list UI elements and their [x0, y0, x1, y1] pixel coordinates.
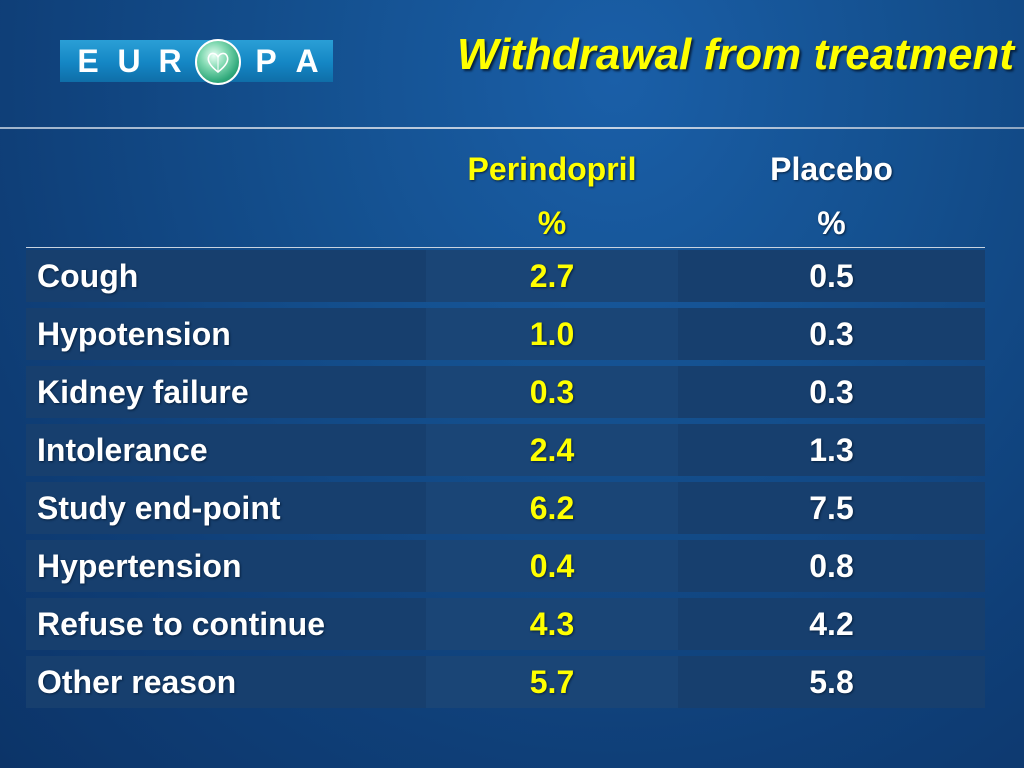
header-empty-cell — [26, 142, 426, 247]
row-label: Study end-point — [37, 490, 281, 526]
europa-logo: E U R P A — [60, 39, 333, 85]
placebo-value: 5.8 — [809, 664, 854, 700]
row-label: Kidney failure — [37, 374, 249, 410]
table-row: Refuse to continue 4.3 4.2 — [26, 598, 985, 650]
perindopril-value: 0.4 — [426, 540, 678, 592]
table-body: Cough 2.7 0.5 Hypotension 1.0 0.3 Kidney… — [26, 250, 985, 708]
header-perindopril-unit: % — [537, 205, 567, 241]
row-label: Refuse to continue — [37, 606, 326, 642]
perindopril-value: 0.3 — [426, 366, 678, 418]
logo-letter: U — [117, 43, 141, 79]
table-header-row: Perindopril % Placebo % — [26, 142, 985, 248]
header-placebo-unit: % — [817, 205, 846, 241]
table-row: Study end-point 6.2 7.5 — [26, 482, 985, 534]
placebo-value: 0.3 — [809, 374, 854, 410]
placebo-value: 0.8 — [809, 548, 854, 584]
placebo-value: 7.5 — [809, 490, 854, 526]
placebo-value: 0.3 — [809, 316, 854, 352]
header-perindopril-name: Perindopril — [467, 151, 637, 187]
table-row: Kidney failure 0.3 0.3 — [26, 366, 985, 418]
perindopril-value: 5.7 — [426, 656, 678, 708]
row-label: Cough — [37, 258, 139, 294]
logo-letter: R — [158, 43, 182, 79]
logo-letter: E — [77, 43, 99, 79]
placebo-value: 4.2 — [809, 606, 854, 642]
table-row: Hypertension 0.4 0.8 — [26, 540, 985, 592]
perindopril-value: 6.2 — [426, 482, 678, 534]
header-placebo-name: Placebo — [770, 151, 893, 187]
header-perindopril: Perindopril % — [426, 142, 678, 247]
placebo-value: 0.5 — [809, 258, 854, 294]
table-row: Intolerance 2.4 1.3 — [26, 424, 985, 476]
perindopril-value: 2.4 — [426, 424, 678, 476]
placebo-value: 1.3 — [809, 432, 854, 468]
heart-globe-icon — [195, 39, 241, 85]
logo-letter: A — [295, 43, 319, 79]
perindopril-value: 1.0 — [426, 308, 678, 360]
perindopril-value: 4.3 — [426, 598, 678, 650]
row-label: Other reason — [37, 664, 237, 700]
row-label: Intolerance — [37, 432, 208, 468]
title-divider — [0, 127, 1024, 129]
perindopril-value: 2.7 — [426, 250, 678, 302]
table-row: Cough 2.7 0.5 — [26, 250, 985, 302]
header-placebo: Placebo % — [678, 142, 985, 247]
table-row: Hypotension 1.0 0.3 — [26, 308, 985, 360]
withdrawal-table: Perindopril % Placebo % Cough 2.7 0.5 Hy… — [26, 142, 985, 708]
row-label: Hypertension — [37, 548, 242, 584]
row-label: Hypotension — [37, 316, 231, 352]
page-title: Withdrawal from treatment — [456, 30, 1014, 79]
table-row: Other reason 5.7 5.8 — [26, 656, 985, 708]
logo-letter: P — [255, 43, 277, 79]
